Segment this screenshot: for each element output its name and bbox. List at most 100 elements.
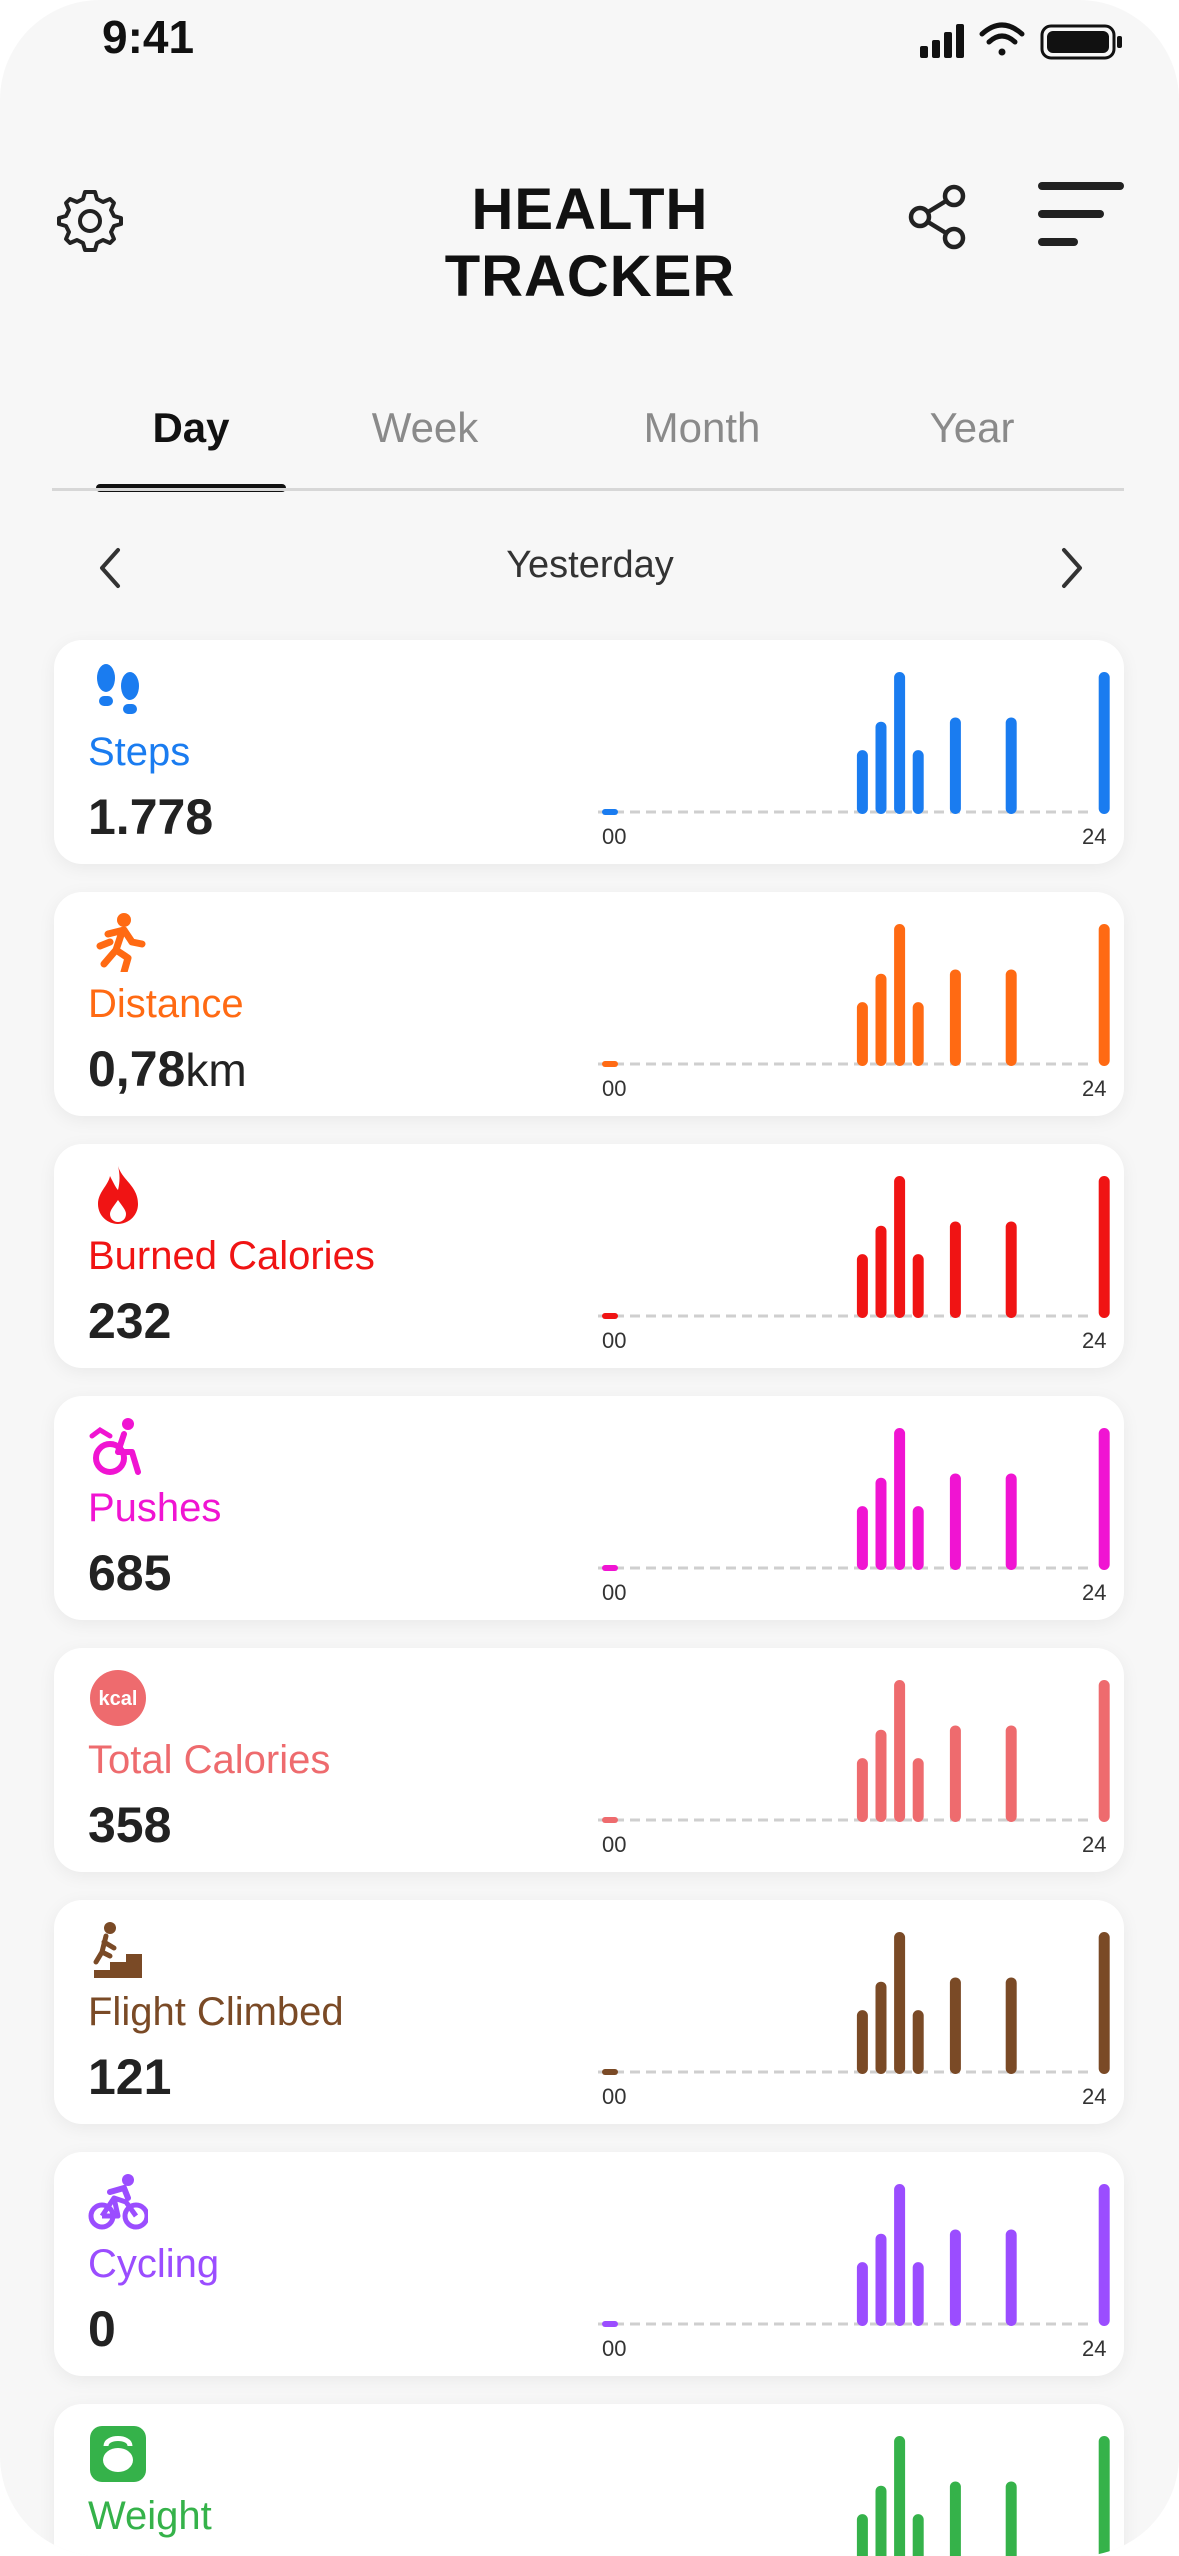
metric-card-total[interactable]: kcal Total Calories 358 00 24 xyxy=(54,1648,1124,1872)
metric-title: Distance xyxy=(88,982,244,1026)
bicycle-icon xyxy=(88,2174,148,2230)
metric-title: Total Calories xyxy=(88,1738,331,1782)
wheelchair-icon xyxy=(89,1418,141,1475)
metric-title: Weight xyxy=(88,2494,212,2538)
chart-bar xyxy=(1098,1680,1110,1822)
chart-bar xyxy=(1005,1725,1017,1822)
chart-bar xyxy=(1005,717,1017,814)
chart-bar xyxy=(949,2229,961,2326)
tab-day[interactable]: Day xyxy=(152,404,230,451)
chevron-left-icon[interactable] xyxy=(90,546,130,590)
metric-value: 232 xyxy=(88,1292,171,1350)
chart-bar xyxy=(875,2233,887,2326)
chart-bar xyxy=(1005,1473,1017,1570)
page-title: HEALTH TRACKER xyxy=(444,177,736,309)
x-axis-end-label: 24 xyxy=(1082,824,1106,849)
chart-bar xyxy=(856,1002,868,1066)
chart-bar xyxy=(602,1313,618,1319)
chart-bar xyxy=(949,1221,961,1318)
metric-card-steps[interactable]: Steps 1.778 00 24 xyxy=(54,640,1124,864)
metric-value-number: 121 xyxy=(88,2049,172,2105)
chart-bar xyxy=(1098,2436,1110,2556)
stairs-icon xyxy=(93,1922,142,1978)
metric-value-number: 0,78 xyxy=(88,1041,186,1097)
chart-bar xyxy=(602,1565,618,1571)
metric-value: 0,78km xyxy=(88,1040,247,1098)
chart-bar xyxy=(875,2485,887,2556)
metric-title: Pushes xyxy=(88,1486,222,1530)
date-label: Yesterday xyxy=(506,544,674,586)
metric-value: 358 xyxy=(88,1796,171,1854)
x-axis-end-label: 24 xyxy=(1082,2336,1106,2361)
metric-value-number: 1.778 xyxy=(88,789,214,845)
x-axis-start-label: 00 xyxy=(602,1328,626,1353)
running-icon xyxy=(96,913,146,972)
tab-year[interactable]: Year xyxy=(929,404,1015,451)
chart-bar xyxy=(894,672,906,814)
tab-week[interactable]: Week xyxy=(371,404,479,451)
chart-bar xyxy=(912,2262,924,2326)
x-axis-end-label: 24 xyxy=(1082,1076,1106,1101)
chart-bar xyxy=(875,1981,887,2074)
tabs-divider xyxy=(52,488,1124,491)
gear-icon[interactable] xyxy=(56,186,124,254)
chart-bar xyxy=(602,2321,618,2327)
battery-icon xyxy=(1040,24,1122,60)
x-axis-end-label: 24 xyxy=(1082,2084,1106,2109)
chart-bar xyxy=(602,1061,618,1067)
chart-bar xyxy=(1098,1932,1110,2074)
chart-bar xyxy=(1098,1428,1110,1570)
chart-bar xyxy=(1005,969,1017,1066)
chart-bar xyxy=(856,2514,868,2556)
chart-bar xyxy=(949,1725,961,1822)
hourly-bar-chart: 00 24 xyxy=(598,2184,1110,2361)
footsteps-icon xyxy=(97,664,139,714)
chart-bar xyxy=(949,969,961,1066)
chart-bar xyxy=(912,1002,924,1066)
status-icons xyxy=(920,22,1122,60)
x-axis-start-label: 00 xyxy=(602,1832,626,1857)
chart-bar xyxy=(912,1758,924,1822)
chart-bar xyxy=(1098,1176,1110,1318)
share-icon[interactable] xyxy=(904,182,974,252)
hourly-bar-chart: 00 24 xyxy=(598,672,1110,849)
wifi-icon xyxy=(979,22,1025,56)
metric-card-distance[interactable]: Distance 0,78km 00 24 xyxy=(54,892,1124,1116)
x-axis-start-label: 00 xyxy=(602,824,626,849)
chart-bar xyxy=(1005,2229,1017,2326)
metric-value: 0 xyxy=(88,2300,116,2358)
metric-unit: km xyxy=(185,1044,247,1096)
hourly-bar-chart: 00 24 xyxy=(598,1932,1110,2109)
hourly-bar-chart: 00 24 xyxy=(598,1176,1110,1353)
chart-bar xyxy=(912,1254,924,1318)
metric-title: Flight Climbed xyxy=(88,1990,344,2034)
chart-bar xyxy=(894,1932,906,2074)
chart-bar xyxy=(912,2010,924,2074)
metric-card-pushes[interactable]: Pushes 685 00 24 xyxy=(54,1396,1124,1620)
chevron-right-icon[interactable] xyxy=(1052,546,1092,590)
tab-month[interactable]: Month xyxy=(643,404,761,451)
hourly-bar-chart: 00 24 xyxy=(598,1428,1110,1605)
chart-bar xyxy=(949,1473,961,1570)
chart-bar xyxy=(875,973,887,1066)
metric-card-burned[interactable]: Burned Calories 232 00 24 xyxy=(54,1144,1124,1368)
chart-bar xyxy=(1098,672,1110,814)
chart-bar xyxy=(602,809,618,815)
chart-bar xyxy=(856,750,868,814)
chart-bar xyxy=(894,1428,906,1570)
chart-bar xyxy=(1098,924,1110,1066)
menu-icon[interactable] xyxy=(1036,178,1126,254)
hourly-bar-chart: 00 24 xyxy=(598,1680,1110,1857)
x-axis-start-label: 00 xyxy=(602,2084,626,2109)
metric-title: Burned Calories xyxy=(88,1234,375,1278)
chart-bar xyxy=(1005,2481,1017,2556)
chart-bar xyxy=(894,1176,906,1318)
metric-card-cycling[interactable]: Cycling 0 00 24 xyxy=(54,2152,1124,2376)
chart-bar xyxy=(894,2436,906,2556)
chart-bar xyxy=(912,750,924,814)
metric-card-flights[interactable]: Flight Climbed 121 00 24 xyxy=(54,1900,1124,2124)
x-axis-end-label: 24 xyxy=(1082,1832,1106,1857)
kcal-icon: kcal xyxy=(90,1670,146,1726)
